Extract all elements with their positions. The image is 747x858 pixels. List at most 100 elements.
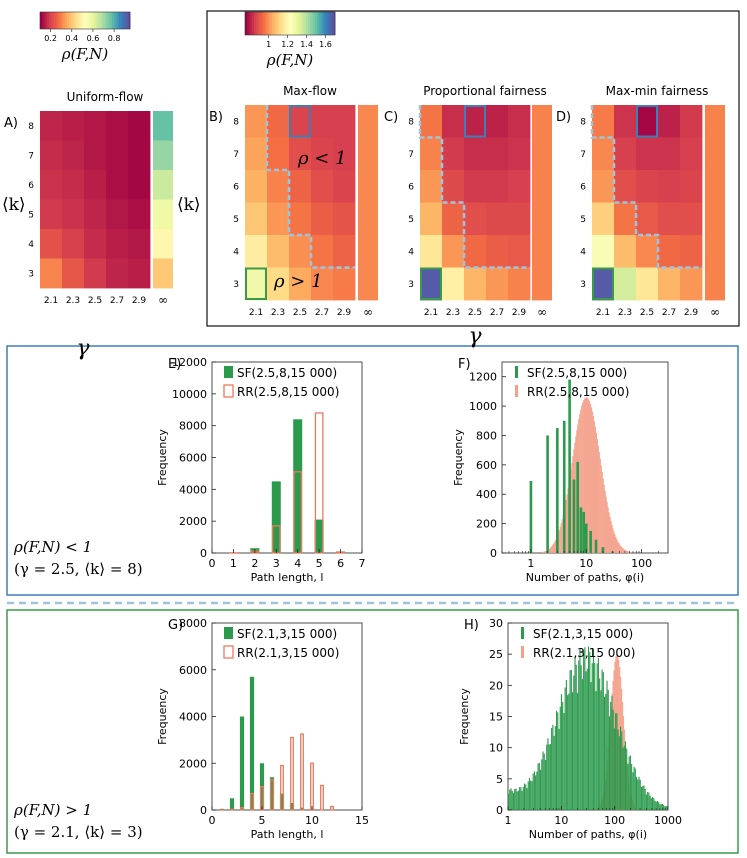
heatmap-cell [486, 137, 509, 171]
sf-bar [581, 679, 583, 810]
x-tick-label: 2.9 [512, 308, 527, 318]
colorbar-segment [251, 12, 255, 35]
sf-bar [653, 798, 655, 810]
y-tick-label: 200 [476, 518, 497, 531]
colorbar-segment [285, 12, 289, 35]
sf-bar [606, 680, 608, 810]
sf-bar [617, 729, 619, 810]
sf-bar [663, 805, 665, 810]
heatmap-cell [508, 202, 531, 236]
heatmap-inf-cell [153, 229, 173, 259]
heatmap-cell [680, 202, 703, 236]
legend-label-rr: RR(2.5,8,15 000) [237, 385, 339, 399]
legend-swatch-sf [515, 366, 518, 378]
rho-boundary-dashed [265, 105, 355, 269]
heatmap-cell [420, 202, 443, 236]
heatmap-cell [592, 137, 615, 171]
y-tick-label: 0 [200, 804, 207, 817]
sf-bar [528, 778, 531, 810]
colorbar-tick-label: 1.6 [319, 40, 332, 49]
sf-bar [639, 779, 641, 810]
heatmap-cell [40, 140, 63, 171]
low-rho-frame [6, 345, 739, 596]
sf-bar [600, 690, 602, 810]
heatmap-cell [289, 267, 312, 301]
y-tick-label: 5 [28, 210, 34, 220]
panel-a-uniform-flow: 8 7 6 5 4 3 2.1 2.3 2.5 2.7 2.9 ∞ Uniform-flow A) 0.2 0… [2, 11, 173, 307]
heatmap-cell [442, 235, 465, 268]
y-tick-label: 8 [580, 117, 586, 127]
x-tick-label: 2.1 [249, 308, 263, 318]
rr-bar [587, 399, 590, 553]
y-tick-label: 3 [28, 269, 34, 279]
rr-bar [602, 797, 604, 810]
sf-bar [638, 776, 640, 810]
y-tick-label: 6000 [179, 452, 207, 465]
heatmap-cell [636, 235, 659, 268]
colorbar-segment [91, 12, 95, 29]
sf-bar [605, 693, 607, 810]
sf-bar [615, 713, 617, 810]
heatmap-cell [267, 137, 290, 171]
heatmap-cell [464, 267, 487, 301]
sf-bar [582, 511, 586, 553]
rr-bar [552, 543, 555, 553]
sf-bar [542, 751, 544, 810]
sf-bar [552, 724, 554, 810]
sf-bar [636, 776, 638, 810]
x-tick-label: 2.1 [44, 296, 58, 306]
sf-bar [599, 678, 601, 810]
y-tick-label: 7 [408, 150, 414, 160]
y-tick-label: 4 [408, 247, 414, 257]
colorbar-segment [40, 12, 43, 29]
sf-bar [526, 788, 528, 810]
y-tick-label: 3 [408, 280, 414, 290]
heatmap-cell [289, 105, 312, 138]
sf-bar [637, 779, 639, 810]
heatmap-cell [40, 111, 63, 141]
heatmap-cell [592, 267, 615, 301]
regime-high-line1: ρ(F,N) > 1 [13, 801, 92, 819]
y-tick-label: 5 [496, 773, 503, 786]
x-tick-label: 5 [316, 557, 323, 570]
heatmap-cell [592, 105, 615, 138]
rr-bar [310, 762, 314, 811]
x-tick-label: 4 [294, 557, 301, 570]
y-tick-label: 5 [580, 215, 586, 225]
y-tick-label: 2000 [179, 515, 207, 528]
heatmap-cell [84, 258, 107, 289]
sf-bar [537, 763, 539, 810]
sf-bar [569, 670, 571, 810]
y-tick-label: 8 [233, 117, 239, 127]
sf-bar [565, 680, 567, 810]
sf-bar [656, 801, 659, 810]
panel-title: Max-flow [283, 84, 337, 98]
rr-bar [626, 550, 628, 553]
colorbar-segment [96, 12, 99, 29]
sf-bar [546, 435, 549, 553]
rr-bar [250, 792, 254, 811]
heatmap-cell [464, 105, 487, 138]
heatmap-cell [420, 170, 443, 203]
heatmap-cell [245, 105, 268, 138]
colorbar-segment [305, 12, 309, 35]
sf-bar [541, 759, 543, 810]
rr-bar [240, 807, 244, 811]
colorbar-label: ρ(F,N) [61, 45, 109, 63]
heatmap-cell [311, 105, 334, 138]
sf-bar [299, 807, 305, 810]
rr-bar [584, 398, 586, 553]
rr-bar [610, 521, 612, 553]
heatmap-cell [84, 170, 107, 200]
sf-bar [586, 668, 588, 810]
sf-bar [622, 747, 624, 810]
colorbar-segment [107, 12, 111, 29]
sf-bar [522, 787, 524, 810]
sf-bar [580, 665, 582, 810]
legend-swatch-rr [223, 384, 234, 398]
heatmap-cell [289, 170, 312, 203]
y-tick-label: 8 [408, 117, 414, 127]
sf-bar [529, 481, 533, 553]
colorbar-segment [78, 12, 81, 29]
sf-bar [632, 772, 634, 810]
